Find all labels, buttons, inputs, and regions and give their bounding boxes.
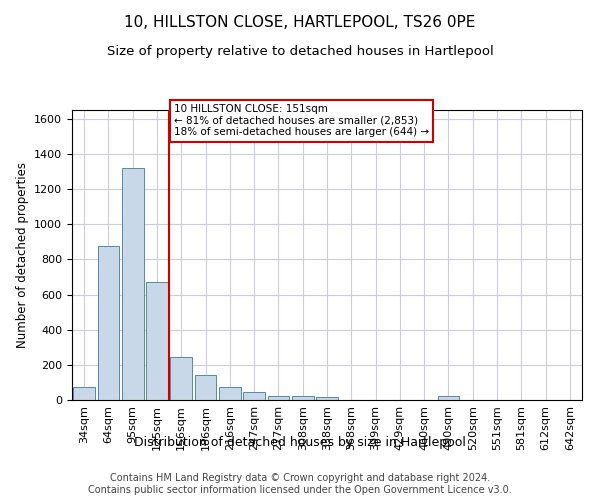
Bar	[122, 168, 143, 400]
Text: 10, HILLSTON CLOSE, HARTLEPOOL, TS26 0PE: 10, HILLSTON CLOSE, HARTLEPOOL, TS26 0PE	[124, 15, 476, 30]
Text: 10 HILLSTON CLOSE: 151sqm
← 81% of detached houses are smaller (2,853)
18% of se: 10 HILLSTON CLOSE: 151sqm ← 81% of detac…	[174, 104, 429, 138]
Text: Contains HM Land Registry data © Crown copyright and database right 2024.
Contai: Contains HM Land Registry data © Crown c…	[88, 474, 512, 495]
Bar	[292, 396, 314, 400]
Bar	[194, 376, 217, 400]
Bar	[268, 396, 289, 400]
Bar	[437, 396, 460, 400]
Bar	[146, 282, 168, 400]
Bar	[243, 392, 265, 400]
Bar	[316, 398, 338, 400]
Y-axis label: Number of detached properties: Number of detached properties	[16, 162, 29, 348]
Text: Size of property relative to detached houses in Hartlepool: Size of property relative to detached ho…	[107, 45, 493, 58]
Bar	[219, 387, 241, 400]
Bar	[73, 387, 95, 400]
Text: Distribution of detached houses by size in Hartlepool: Distribution of detached houses by size …	[134, 436, 466, 449]
Bar	[170, 357, 192, 400]
Bar	[97, 246, 119, 400]
